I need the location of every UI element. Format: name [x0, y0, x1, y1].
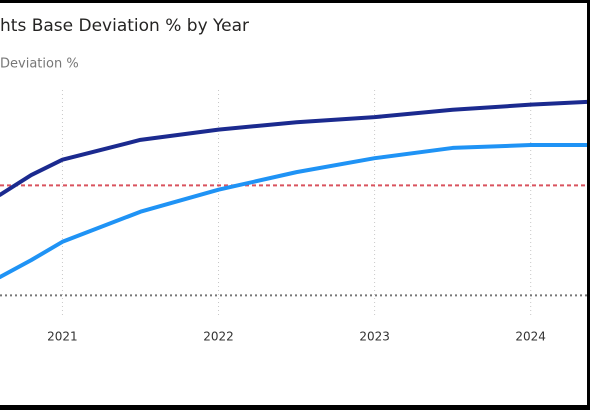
plot-area: 2021 2022 2023 2024: [0, 90, 590, 344]
chart-title: hts Base Deviation % by Year: [0, 16, 249, 36]
frame-bottom: [0, 405, 590, 410]
series-line: [0, 99, 590, 197]
series-line: [0, 143, 590, 279]
x-tick-label: 2021: [47, 330, 78, 344]
x-tick-label: 2023: [359, 330, 390, 344]
x-tick-label: 2024: [515, 330, 546, 344]
x-tick-label: 2022: [203, 330, 234, 344]
frame-top: [0, 0, 590, 3]
frame-right: [587, 0, 590, 410]
chart-subtitle: Deviation %: [0, 57, 79, 72]
